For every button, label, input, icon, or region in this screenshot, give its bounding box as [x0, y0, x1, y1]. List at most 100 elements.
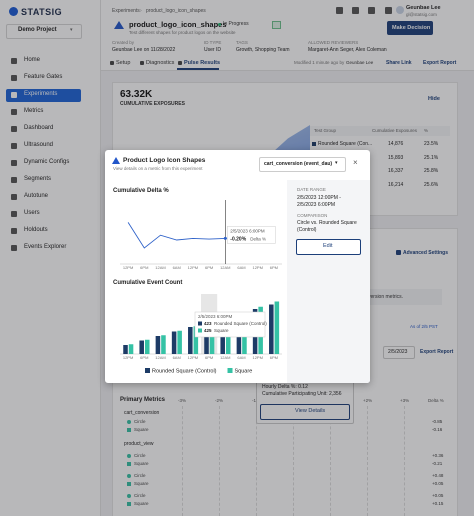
share-link[interactable]: Share Link: [386, 60, 412, 66]
tooltip-series: Rounded Square (Control): [214, 321, 267, 326]
bar: [188, 327, 193, 354]
nav-item[interactable]: Experiments: [24, 91, 58, 97]
comparison-label: COMPARISON: [297, 213, 328, 218]
meta-label: ALLOWED REVIEWERS: [308, 40, 359, 45]
tab-icon: [140, 61, 144, 65]
group-name: Square: [134, 426, 149, 432]
x-tick-label: 12AM: [155, 355, 165, 360]
toolbar-icon[interactable]: [385, 7, 392, 14]
bar: [144, 339, 150, 354]
meta-label: ID TYPE: [204, 40, 222, 45]
tooltip-date: 2/5/2023 6:00PM: [230, 228, 265, 233]
project-select[interactable]: [6, 24, 82, 39]
nav-icon: [11, 177, 17, 183]
group-exposures: 15,893: [388, 154, 404, 161]
nav-icon: [11, 211, 17, 217]
nav-item[interactable]: Segments: [24, 176, 52, 182]
group-pct: 25.6%: [424, 181, 439, 188]
bar: [139, 340, 144, 354]
nav-icon: [11, 58, 17, 64]
tab[interactable]: Setup: [116, 60, 131, 66]
breadcrumb[interactable]: Experiments: [112, 8, 140, 14]
group-delta: -0.85: [432, 418, 443, 424]
bar: [269, 304, 274, 354]
modified: Modified 1 minute ago by: [294, 60, 345, 65]
group-icon: [127, 502, 131, 506]
export-report[interactable]: Export Report: [423, 60, 457, 66]
group-icon: [127, 427, 131, 432]
x-tick-label: 6AM: [173, 265, 181, 270]
group-delta: +0.48: [432, 473, 444, 478]
meta-value: Margaret-Ann Seger, Alex Coleman: [308, 47, 387, 53]
group-icon: [127, 462, 131, 466]
project-caret: ▾: [70, 27, 73, 33]
breadcrumb-sep: ›: [140, 8, 142, 14]
legend-label: Square: [235, 369, 253, 375]
results-export[interactable]: Export Report: [420, 349, 454, 355]
hover-cumulative: Cumulative Participating Unit: 2,356: [262, 391, 342, 397]
group-name: Rounded Square (Con...: [318, 141, 373, 147]
group-delta: -0.21: [432, 461, 443, 466]
group-pct: 23.5%: [424, 141, 439, 147]
nav-icon: [11, 75, 17, 81]
nav-icon: [11, 92, 17, 98]
tab-icon: [110, 61, 114, 65]
table-header-bg: [310, 126, 450, 136]
date-range-label: DATE RANGE: [297, 187, 326, 192]
logo-icon: [9, 7, 18, 16]
nav-item[interactable]: Feature Gates: [24, 74, 63, 80]
metric-select-label: cart_conversion (event_dau): [264, 161, 333, 167]
axis-gridline: [330, 406, 331, 516]
nav-icon: [11, 109, 17, 115]
hover-point: [223, 236, 227, 240]
legend-label: Rounded Square (Control): [152, 369, 217, 375]
decision-button[interactable]: [387, 21, 433, 35]
nav-item[interactable]: Events Explorer: [24, 244, 67, 250]
view-details-button[interactable]: [260, 404, 350, 420]
axis-gridline: [182, 406, 183, 516]
title: product_logo_icon_shapes: [129, 20, 227, 29]
x-tick-label: 12AM: [220, 355, 230, 360]
tooltip: [227, 226, 276, 244]
toolbar-icon[interactable]: [368, 7, 375, 14]
nav-item[interactable]: Autotune: [24, 193, 49, 199]
nav-item[interactable]: Dynamic Configs: [24, 159, 70, 165]
nav-item[interactable]: Metrics: [24, 108, 44, 114]
x-tick-label: 12PM: [252, 265, 262, 270]
bar: [209, 322, 215, 354]
modal-icon: [112, 157, 120, 164]
date-select[interactable]: [383, 346, 415, 359]
advanced-settings[interactable]: Advanced Settings: [403, 250, 449, 256]
date: 2/5/2023: [388, 349, 408, 355]
bar: [274, 301, 280, 354]
bar: [177, 330, 182, 354]
meta-value: User ID: [204, 47, 221, 53]
nav-icon: [11, 194, 17, 200]
group-delta: +0.05: [432, 481, 444, 486]
nav-item[interactable]: Users: [24, 210, 40, 216]
x-tick-label: 12PM: [188, 265, 198, 270]
nav-icon: [11, 143, 17, 149]
edit-button[interactable]: [296, 239, 361, 255]
tab[interactable]: Pulse Results: [184, 60, 221, 66]
nav-item[interactable]: Holdouts: [24, 227, 48, 233]
metric-name: product_view: [124, 440, 154, 447]
table-header: Test Group: [314, 128, 337, 133]
toolbar-icon[interactable]: [352, 7, 359, 14]
toolbar-icon[interactable]: [336, 7, 343, 14]
tooltip-label: Delta %: [250, 236, 266, 241]
meta-value: Geunbae Lee on 11/28/2022: [112, 47, 176, 53]
close-button[interactable]: ×: [353, 158, 358, 167]
comparison: (Control): [297, 227, 317, 233]
x-tick-label: 6AM: [237, 355, 245, 360]
nav-item[interactable]: Ultrasound: [24, 142, 54, 148]
tab[interactable]: Diagnostics: [146, 60, 175, 66]
metric-select[interactable]: [259, 157, 346, 172]
nav-item[interactable]: Home: [24, 57, 41, 63]
x-tick-label: 12AM: [155, 265, 165, 270]
chart-title: Cumulative Event Count: [113, 280, 182, 286]
nav-item[interactable]: Dashboard: [24, 125, 54, 131]
hide[interactable]: Hide: [428, 96, 440, 102]
axis-gridline: [293, 406, 294, 516]
